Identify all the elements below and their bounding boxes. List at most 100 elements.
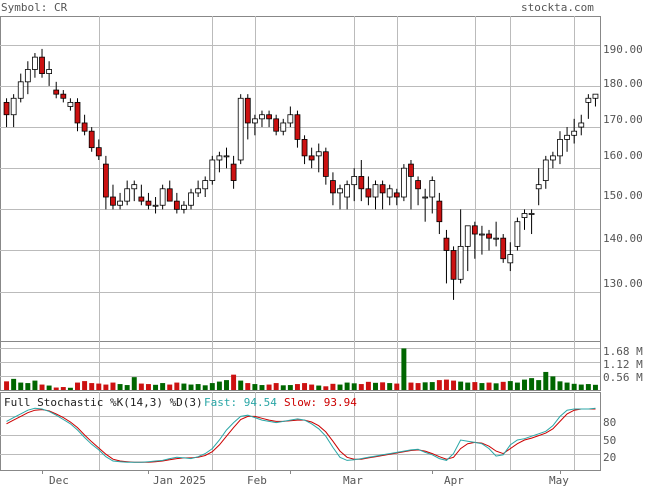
candle-body — [585, 97, 592, 103]
candle-body — [273, 118, 280, 132]
candle-body — [592, 93, 599, 99]
candle-body — [67, 101, 74, 107]
candle-body — [3, 101, 10, 116]
volume-bar — [472, 382, 478, 390]
volume-bar — [280, 385, 286, 390]
volume-bar — [543, 371, 549, 390]
candle-body — [330, 180, 336, 194]
stochastic-slow-label: Slow: 93.94 — [284, 396, 357, 409]
candle-body — [337, 188, 343, 194]
x-axis-label: Dec — [49, 474, 69, 487]
volume-bar — [394, 383, 400, 390]
price-tick-label: 180.00 — [603, 77, 643, 90]
volume-bar — [181, 383, 187, 390]
candle-body — [216, 155, 223, 161]
volume-bar — [82, 381, 88, 390]
volume-bar — [571, 383, 577, 390]
volume-bar — [4, 381, 10, 390]
volume-tick-label: 1.68 M — [603, 345, 643, 358]
volume-bar — [67, 387, 73, 390]
stochastic-title: Full Stochastic %K(14,3) %D(3) — [4, 396, 203, 409]
volume-bar — [550, 376, 556, 390]
volume-bar — [216, 381, 222, 390]
price-tick-label: 170.00 — [603, 113, 643, 126]
volume-bar — [252, 384, 258, 390]
volume-bar — [401, 348, 407, 390]
volume-bar — [500, 381, 506, 390]
volume-bar — [46, 385, 52, 390]
candle-body — [486, 233, 492, 239]
candle-body — [535, 184, 542, 190]
volume-bar — [96, 383, 102, 390]
candle-body — [549, 155, 556, 161]
candle-body — [415, 180, 421, 190]
stochastic-slow-line — [6, 408, 596, 463]
stochastic-tick-label: 20 — [603, 451, 617, 464]
candle-body — [450, 250, 457, 280]
candle-body — [315, 151, 322, 157]
candle-body — [443, 237, 450, 251]
candle-body — [230, 163, 237, 181]
candle-body — [386, 188, 393, 198]
candle-body — [429, 180, 436, 198]
volume-bar — [167, 384, 173, 390]
volume-bar — [330, 383, 336, 390]
candle-body — [81, 122, 88, 132]
symbol-label: Symbol: CR — [1, 1, 68, 14]
x-axis-label: Mar — [343, 474, 363, 487]
volume-bar — [592, 384, 598, 390]
volume-bar — [479, 383, 485, 390]
volume-bar — [238, 380, 244, 390]
candle-body — [365, 188, 372, 198]
site-label[interactable]: stockta.com — [521, 1, 594, 14]
volume-bar — [422, 382, 428, 390]
candle-body — [244, 97, 251, 124]
price-tick-label: 140.00 — [603, 232, 643, 245]
volume-bar — [365, 381, 371, 390]
volume-bar — [32, 380, 38, 390]
volume-bar — [259, 385, 265, 390]
candle-body — [39, 56, 45, 74]
candle-body — [521, 213, 528, 218]
volume-bar — [89, 383, 95, 390]
volume-bar — [493, 383, 499, 390]
candle-body — [557, 139, 563, 157]
candle-body — [280, 122, 287, 132]
candle-body — [195, 188, 202, 194]
volume-bar — [564, 382, 570, 390]
volume-bar — [344, 382, 350, 390]
volume-bar — [287, 385, 293, 390]
candle-body — [251, 118, 258, 124]
candle-body — [102, 163, 109, 198]
volume-bar — [160, 383, 166, 390]
candle-body — [294, 114, 301, 140]
candle-body — [223, 155, 230, 158]
candle-body — [471, 225, 478, 235]
volume-bar — [209, 383, 215, 390]
volume-bar — [380, 382, 386, 390]
stochastic-tick-label: 50 — [603, 434, 617, 447]
volume-bar — [145, 384, 151, 390]
volume-bar — [465, 382, 471, 390]
volume-bar — [436, 380, 442, 390]
candle-body — [507, 254, 514, 264]
volume-bar — [174, 382, 180, 390]
candle-body — [436, 200, 443, 223]
candle-body — [578, 122, 585, 128]
candle-body — [10, 97, 17, 116]
candle-body — [138, 196, 145, 202]
candle-body — [124, 188, 131, 202]
volume-bar — [358, 384, 364, 390]
candle-body — [500, 237, 507, 260]
candle-body — [322, 151, 329, 177]
price-tick-label: 190.00 — [603, 43, 643, 56]
volume-bar — [507, 381, 513, 390]
candle-body — [173, 200, 180, 210]
candle-body — [60, 93, 67, 99]
volume-bar — [75, 382, 80, 390]
candle-body — [237, 97, 244, 161]
volume-bar — [153, 384, 159, 390]
volume-bar — [60, 387, 66, 390]
price-tick-label: 160.00 — [603, 149, 643, 162]
